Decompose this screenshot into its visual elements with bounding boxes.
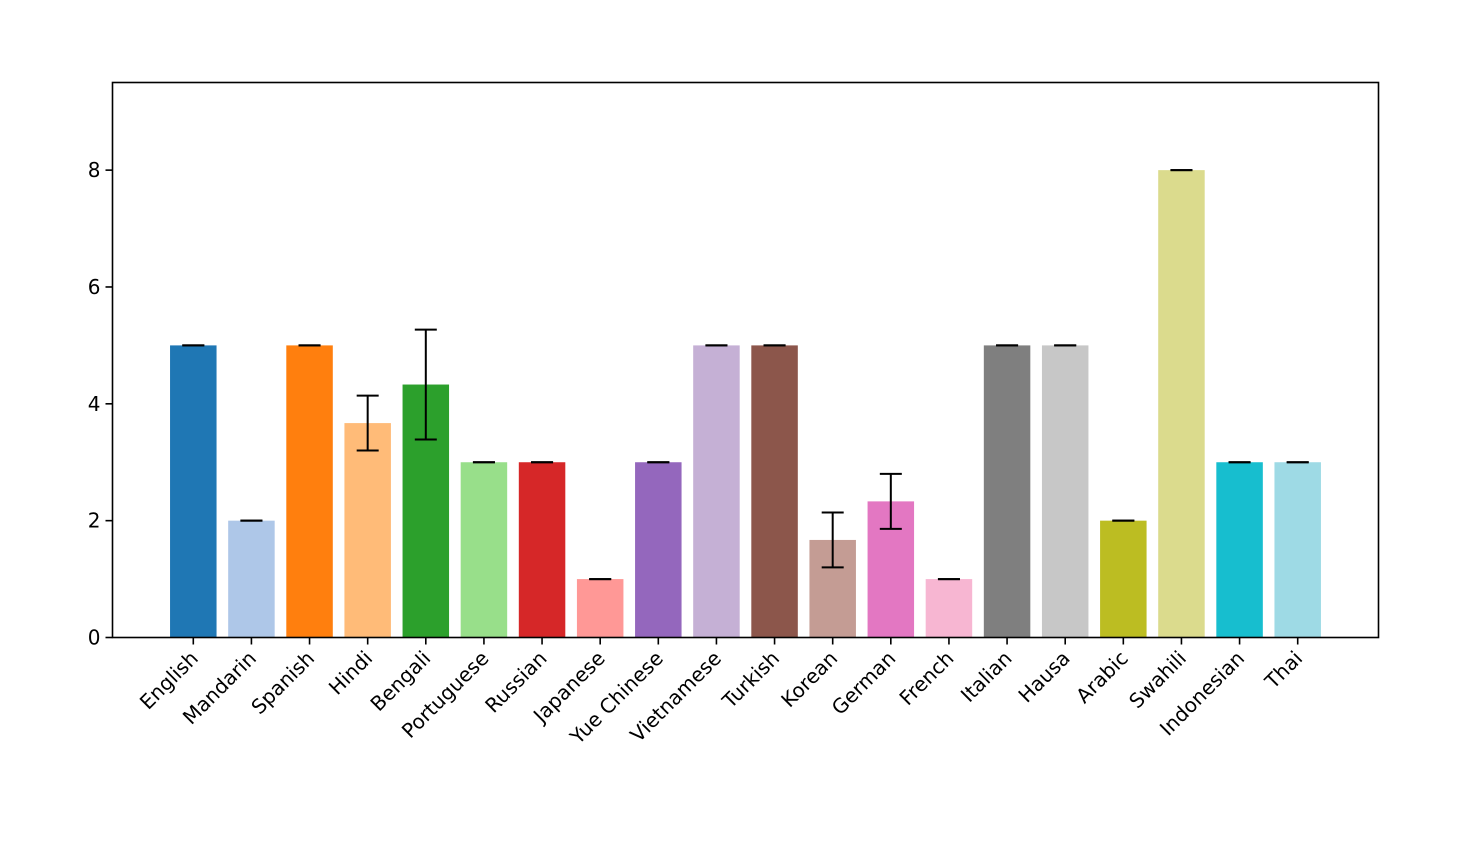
bar-french xyxy=(925,579,973,638)
error-bar xyxy=(414,328,437,441)
x-tick-label: Spanish xyxy=(246,646,319,719)
y-tick-label: 4 xyxy=(88,392,101,416)
y-tick-label: 2 xyxy=(88,509,101,533)
bar-vietnamese xyxy=(693,345,740,638)
x-tick-label: Arabic xyxy=(1071,646,1133,708)
x-tick-label: Italian xyxy=(956,646,1017,707)
bar-mandarin xyxy=(228,520,275,638)
x-tick-label: French xyxy=(894,646,958,710)
x-tick-label: Thai xyxy=(1259,646,1307,694)
bar-yue-chinese xyxy=(635,462,682,638)
error-bars-group xyxy=(182,169,1309,581)
bar-indonesian xyxy=(1216,462,1263,638)
y-tick-label: 0 xyxy=(88,626,101,650)
bar-portuguese xyxy=(460,462,508,638)
x-tick-label: Hindi xyxy=(324,646,377,699)
error-bar xyxy=(879,472,902,530)
y-tick-label: 6 xyxy=(88,275,101,299)
error-bar xyxy=(356,394,379,452)
bars-group xyxy=(170,170,1321,638)
y-axis: 0 2 4 6 8 xyxy=(88,158,113,650)
error-bar xyxy=(821,511,844,569)
bar-russian xyxy=(518,462,566,638)
bar-japanese xyxy=(576,579,624,638)
bar-arabic xyxy=(1100,520,1147,638)
bar-hausa xyxy=(1041,345,1089,638)
bar-spanish xyxy=(286,345,333,638)
bar-english xyxy=(170,345,217,638)
x-tick-label: Hausa xyxy=(1013,646,1074,707)
bar-thai xyxy=(1274,462,1321,638)
bar-swahili xyxy=(1158,170,1205,638)
bar-turkish xyxy=(751,345,798,638)
bar-italian xyxy=(983,345,1031,638)
bar-hindi xyxy=(344,423,391,638)
y-tick-label: 8 xyxy=(88,158,101,182)
x-tick-label: Turkish xyxy=(717,646,784,713)
plot-frame xyxy=(111,81,1380,639)
x-tick-label: German xyxy=(827,646,901,720)
